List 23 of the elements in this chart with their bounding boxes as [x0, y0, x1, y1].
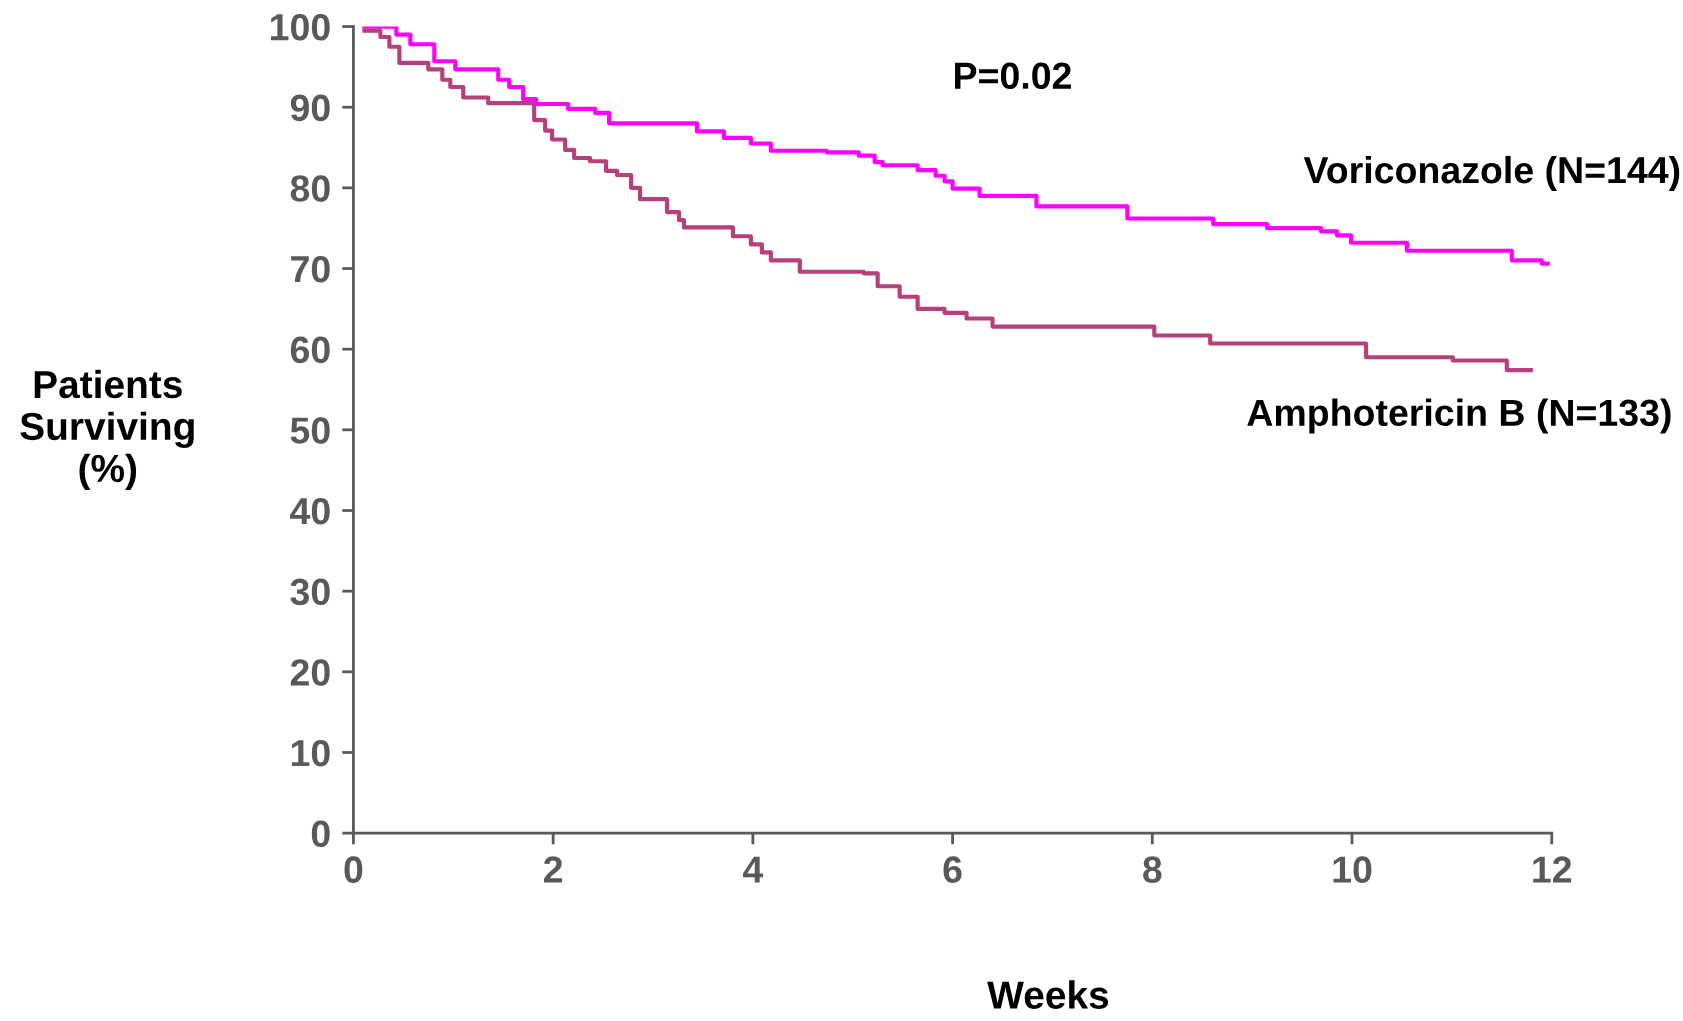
- y-tick-label: 0: [311, 820, 330, 848]
- y-axis-title: Patients Surviving (%): [20, 369, 194, 490]
- y-tick-label: 30: [290, 578, 330, 606]
- x-tick-label: 2: [544, 856, 563, 883]
- y-tick-label: 10: [291, 739, 330, 767]
- x-tick-label: 6: [943, 856, 962, 883]
- series-label: Voriconazole (N=144): [1303, 155, 1680, 191]
- series-label: Amphotericin B (N=133): [1247, 398, 1671, 434]
- y-tick-label: 40: [290, 497, 330, 525]
- y-tick-label: 90: [290, 94, 330, 122]
- y-tick-label: 70: [291, 255, 330, 283]
- y-tick-label: 50: [290, 417, 330, 444]
- y-tick-label: 100: [271, 13, 330, 41]
- x-tick-label: 8: [1143, 856, 1162, 883]
- annotation: P=0.02: [955, 62, 1071, 90]
- y-tick-label: 60: [290, 336, 330, 364]
- x-tick-label: 12: [1533, 856, 1572, 883]
- x-tick-label: 0: [344, 856, 363, 883]
- x-axis-title: Weeks: [987, 980, 1109, 1009]
- x-tick-label: 10: [1333, 856, 1372, 883]
- x-tick-label: 4: [743, 856, 764, 883]
- y-tick-label: 80: [290, 175, 330, 202]
- y-tick-label: 20: [290, 659, 330, 686]
